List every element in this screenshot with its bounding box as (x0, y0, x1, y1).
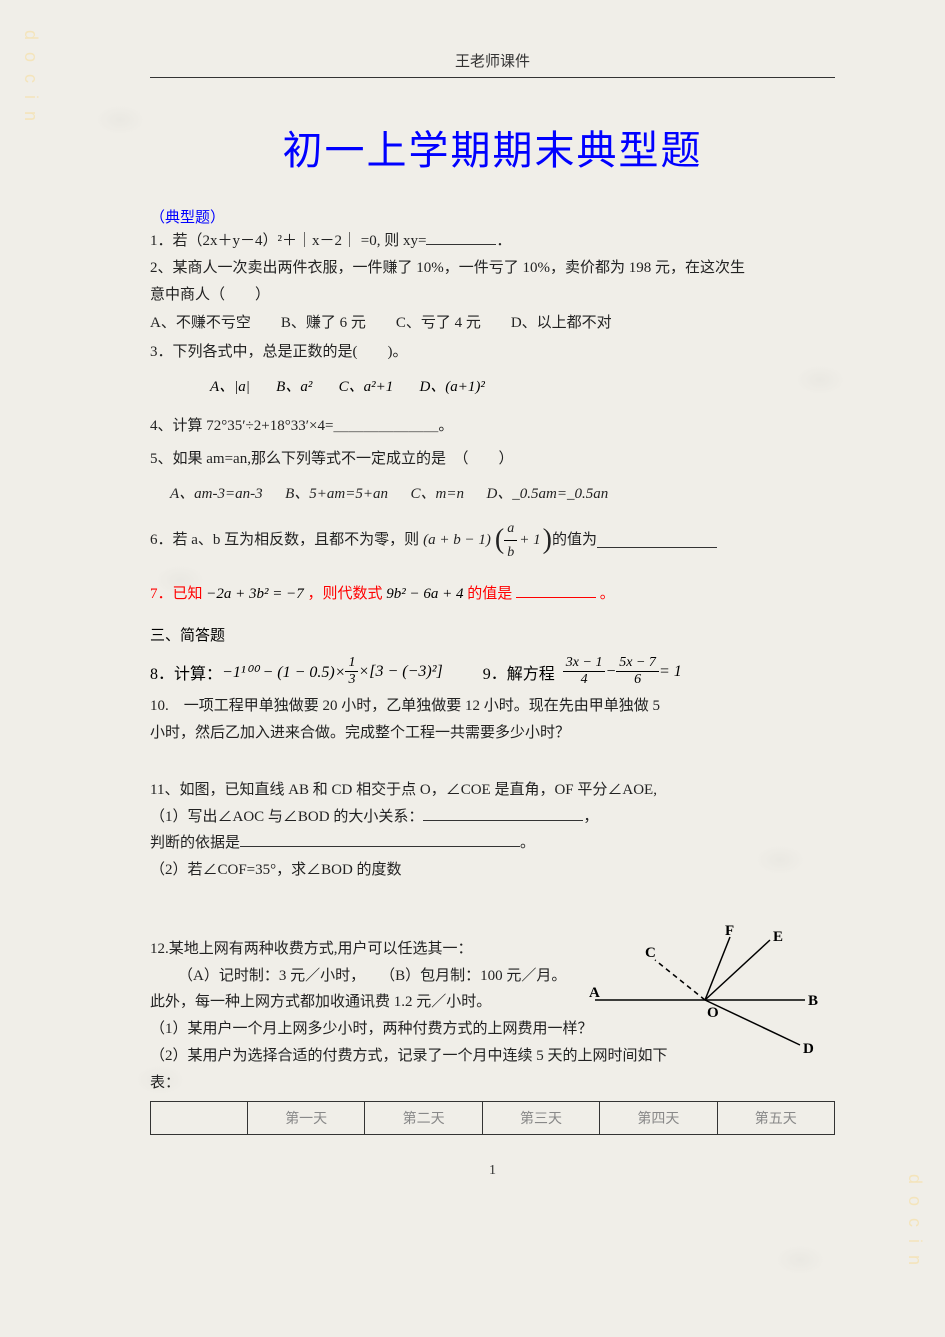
q11-blank2 (240, 831, 520, 847)
q1-suffix: ． (496, 233, 511, 249)
label-f: F (725, 925, 734, 939)
q11-l3-suffix: 。 (520, 835, 535, 851)
question-2-line2: 意中商人（ ） (150, 283, 835, 308)
q9-frac2: 5x − 7 6 (616, 655, 659, 688)
question-8: 8．计算： −1¹⁰⁰ − (1 − 0.5)× 1 3 ×[3 − (−3)²… (150, 655, 443, 688)
q6-prefix: 6．若 a、b 互为相反数，且都不为零，则 (150, 528, 419, 553)
table-cell-day4: 第四天 (600, 1102, 717, 1135)
question-3: 3．下列各式中，总是正数的是( )。 (150, 340, 835, 365)
q9-frac2-num: 5x − 7 (616, 655, 659, 672)
question-5-options: A、am-3=an-3 B、5+am=5+an C、m=n D、_0.5am=_… (170, 482, 835, 503)
line-of (705, 937, 730, 1000)
question-7: 7．已知 −2a + 3b² = −7 ，则代数式 9b² − 6a + 4 的… (150, 582, 835, 607)
q6-lparen: ( (495, 529, 504, 551)
table-cell-day2: 第二天 (365, 1102, 482, 1135)
question-5: 5、如果 am=an,那么下列等式不一定成立的是 （ ） (150, 447, 835, 472)
question-8-9-row: 8．计算： −1¹⁰⁰ − (1 − 0.5)× 1 3 ×[3 − (−3)²… (150, 655, 835, 688)
question-10-line1: 10. 一项工程甲单独做要 20 小时，乙单独做要 12 小时。现在先由甲单独做… (150, 694, 835, 719)
section-3-heading: 三、简答题 (150, 624, 835, 645)
q9-minus: − (605, 663, 616, 681)
q7-expr: 9b² − 6a + 4 (386, 586, 463, 602)
q11-blank1 (423, 805, 583, 821)
q9-frac1: 3x − 1 4 (563, 655, 606, 688)
question-11-line2: （1）写出∠AOC 与∠BOD 的大小关系： ， (150, 805, 835, 830)
q5-opt-d: D、_0.5am=_0.5an (486, 486, 608, 502)
subtitle: （典型题） (150, 206, 835, 227)
q5-opt-b: B、5+am=5+an (285, 486, 388, 502)
q9-frac1-num: 3x − 1 (563, 655, 606, 672)
page-header: 王老师课件 (150, 50, 835, 78)
q7-end: 。 (600, 586, 615, 602)
q6-frac-num: a (504, 517, 517, 541)
q6-rparen: ) (543, 529, 552, 551)
q9-eq: = 1 (659, 663, 682, 681)
question-3-options: A、|a| B、a² C、a²+1 D、(a+1)² (150, 375, 835, 396)
watermark-left: docin (20, 30, 41, 133)
question-2-line1: 2、某商人一次卖出两件衣服，一件赚了 10%，一件亏了 10%，卖价都为 198… (150, 256, 835, 281)
q11-l2-suffix: ， (583, 809, 598, 825)
question-10-line2: 小时，然后乙加入进来合做。完成整个工程一共需要多少小时？ (150, 721, 835, 746)
q7-suffix: 的值是 (467, 586, 512, 602)
question-9: 9．解方程 3x − 1 4 − 5x − 7 6 = 1 (483, 655, 682, 688)
q3-opt-d: D、(a+1)² (419, 379, 484, 395)
q11-l2-text: （1）写出∠AOC 与∠BOD 的大小关系： (150, 809, 423, 825)
q11-l3-text: 判断的依据是 (150, 835, 240, 851)
label-e: E (773, 929, 783, 945)
q6-plus1: + 1 (519, 528, 540, 553)
q1-text: 1．若（2x＋y－4）²＋｜x－2｜ =0, 则 xy= (150, 233, 426, 249)
question-11-line3: 判断的依据是 。 (150, 831, 835, 856)
table-row: 第一天 第二天 第三天 第四天 第五天 (151, 1102, 835, 1135)
main-title: 初一上学期期末典型题 (150, 118, 835, 176)
question-2-options: A、不赚不亏空 B、赚了 6 元 C、亏了 4 元 D、以上都不对 (150, 311, 835, 332)
line-od (705, 1000, 800, 1045)
table-cell-blank (151, 1102, 248, 1135)
q7-blank (516, 582, 596, 598)
q8-expr-a: −1¹⁰⁰ − (1 − 0.5)× (222, 662, 345, 682)
q8-frac: 1 3 (345, 655, 358, 688)
q9-frac1-den: 4 (563, 672, 606, 688)
question-12-line6: 表： (150, 1071, 835, 1096)
question-6: 6．若 a、b 互为相反数，且都不为零，则 (a + b − 1) ( a b … (150, 517, 835, 564)
q7-prefix: 7．已知 (150, 586, 203, 602)
q8-label: 8．计算： (150, 660, 222, 684)
q8-frac-den: 3 (345, 672, 358, 688)
geometry-diagram: A B C D E F O (585, 925, 825, 1055)
q3-opt-b: B、a² (276, 379, 312, 395)
q7-mid: ，则代数式 (308, 586, 383, 602)
label-a: A (589, 985, 600, 1001)
q8-frac-num: 1 (345, 655, 358, 672)
table-cell-day5: 第五天 (717, 1102, 834, 1135)
question-4: 4、计算 72°35′÷2+18°33′×4=＿＿＿＿＿＿＿。 (150, 414, 835, 439)
q1-blank (426, 229, 496, 245)
q6-suffix: 的值为 (552, 528, 597, 553)
q7-eq: −2a + 3b² = −7 (206, 586, 304, 602)
question-11-line1: 11、如图，已知直线 AB 和 CD 相交于点 O，∠COE 是直角，OF 平分… (150, 778, 835, 803)
q5-opt-a: A、am-3=an-3 (170, 486, 263, 502)
line-oe (705, 940, 770, 1000)
label-b: B (808, 993, 818, 1009)
q3-opt-a: A、|a| (210, 379, 250, 395)
q9-frac2-den: 6 (616, 672, 659, 688)
usage-table: 第一天 第二天 第三天 第四天 第五天 (150, 1101, 835, 1135)
q6-frac: a b (504, 517, 517, 564)
table-cell-day3: 第三天 (482, 1102, 599, 1135)
table-cell-day1: 第一天 (248, 1102, 365, 1135)
q9-label: 9．解方程 (483, 660, 555, 684)
watermark-right: docin (904, 1174, 925, 1277)
label-o: O (707, 1005, 719, 1021)
q5-opt-c: C、m=n (410, 486, 463, 502)
q6-expr1: (a + b − 1) (423, 528, 491, 553)
label-c: C (645, 945, 656, 961)
q6-blank (597, 532, 717, 548)
line-oc (655, 960, 705, 1000)
question-11-line4: （2）若∠COF=35°，求∠BOD 的度数 (150, 858, 835, 883)
q3-opt-c: C、a²+1 (339, 379, 394, 395)
q6-frac-den: b (504, 541, 517, 564)
q8-expr-b: ×[3 − (−3)²] (358, 663, 442, 681)
question-1: 1．若（2x＋y－4）²＋｜x－2｜ =0, 则 xy= ． (150, 229, 835, 254)
page-number: 1 (150, 1163, 835, 1179)
label-d: D (803, 1041, 814, 1055)
